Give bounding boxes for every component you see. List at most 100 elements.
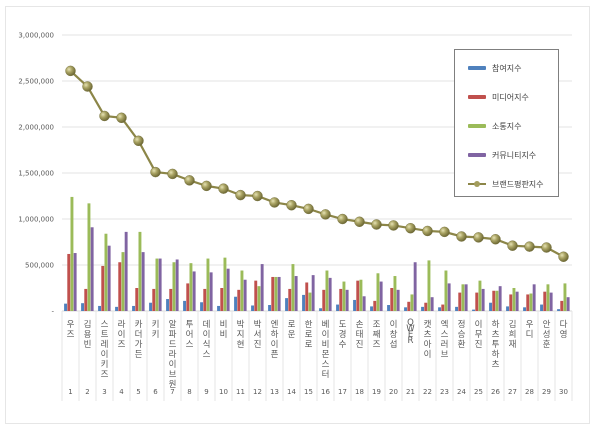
bar [81,303,84,311]
svg-text:이: 이 [424,349,432,360]
x-rank-label: 24 [457,388,466,396]
svg-text:터: 터 [322,370,330,380]
line-marker [82,81,93,92]
svg-text:파: 파 [169,330,177,340]
bar [135,288,139,311]
svg-text:태: 태 [356,330,364,340]
bar [234,296,237,311]
svg-text:이: 이 [101,349,109,360]
bar [141,252,145,311]
x-category-label: 우디 [526,320,534,340]
bar [362,296,366,311]
bar [430,297,434,311]
bar [359,279,363,311]
svg-text:W: W [406,324,415,334]
line-marker [337,213,348,225]
svg-text:즈: 즈 [101,370,109,380]
bar [260,264,264,311]
svg-text:어: 어 [186,329,194,340]
bar [305,282,309,311]
y-tick-label: 1,500,000 [18,170,54,178]
svg-text:무: 무 [475,330,483,340]
bar [455,306,458,311]
bar [546,284,550,311]
chart-legend: 참여지수 미디어지수 소통지수 커뮤니티지수 브랜드평판지수 [454,49,559,197]
x-rank-label: 4 [119,388,124,396]
bar [410,294,414,311]
x-category-label: 정승환 [458,319,466,350]
legend-line-marker-icon [468,180,486,188]
bar [285,298,288,311]
svg-text:하: 하 [271,329,279,340]
svg-text:재: 재 [509,340,517,350]
x-rank-label: 10 [219,388,228,396]
svg-text:운: 운 [288,330,296,340]
bar [87,203,91,311]
bar [523,307,526,311]
line-marker [133,135,144,147]
svg-text:트: 트 [101,330,109,340]
x-category-label: 박서진 [254,319,262,350]
x-rank-label: 15 [304,388,313,396]
x-rank-label: 20 [389,388,398,396]
svg-text:하: 하 [492,319,500,330]
svg-text:손: 손 [356,320,364,330]
bar [302,294,305,311]
bar [277,276,281,311]
bar [124,231,128,311]
bar [118,262,122,311]
bar [308,292,312,311]
bar [294,276,298,311]
svg-text:스: 스 [101,320,109,330]
bar [393,276,397,311]
line-series-brand-reputation [65,65,569,262]
svg-text:로: 로 [305,330,313,340]
legend-item-brand-reputation: 브랜드평판지수 [468,178,544,190]
svg-text:박: 박 [237,319,245,330]
svg-text:츠: 츠 [492,360,500,370]
bar [396,289,400,311]
svg-text:투: 투 [492,340,500,350]
svg-text:이: 이 [390,319,398,330]
bar [515,291,519,311]
svg-text:한: 한 [305,320,313,330]
line-marker [422,225,433,237]
bar [166,299,169,311]
x-category-label: 키키 [152,320,160,340]
legend-label: 소통지수 [492,121,522,131]
legend-label: 커뮤니티지수 [492,150,537,160]
svg-text:스: 스 [186,340,194,350]
x-category-label: 이무진 [475,319,483,350]
bar [322,289,326,311]
bar [441,304,445,311]
line-marker [184,175,195,186]
x-rank-label: 14 [287,388,296,396]
bar [217,305,220,311]
svg-text:김: 김 [509,319,517,330]
svg-text:승: 승 [458,330,466,340]
line-marker [201,180,212,192]
svg-text:창: 창 [390,330,398,340]
x-rank-label: 11 [236,388,245,396]
legend-swatch-red [468,95,486,99]
bar [189,263,193,311]
bar [73,253,77,311]
svg-text:도: 도 [339,320,347,330]
bar [498,286,502,311]
line-marker [99,110,110,122]
x-category-label: 투어스 [186,320,194,350]
bar [98,305,101,311]
svg-text:로: 로 [305,340,313,350]
bar [464,284,468,311]
svg-text:수: 수 [339,340,347,350]
bar [220,288,224,311]
legend-swatch-blue [468,66,486,70]
svg-text:엑: 엑 [441,319,449,330]
svg-text:러: 러 [441,340,449,350]
bar [115,306,118,311]
bar [549,292,553,311]
y-tick-label: 3,000,000 [18,32,54,40]
svg-text:아: 아 [424,339,432,350]
